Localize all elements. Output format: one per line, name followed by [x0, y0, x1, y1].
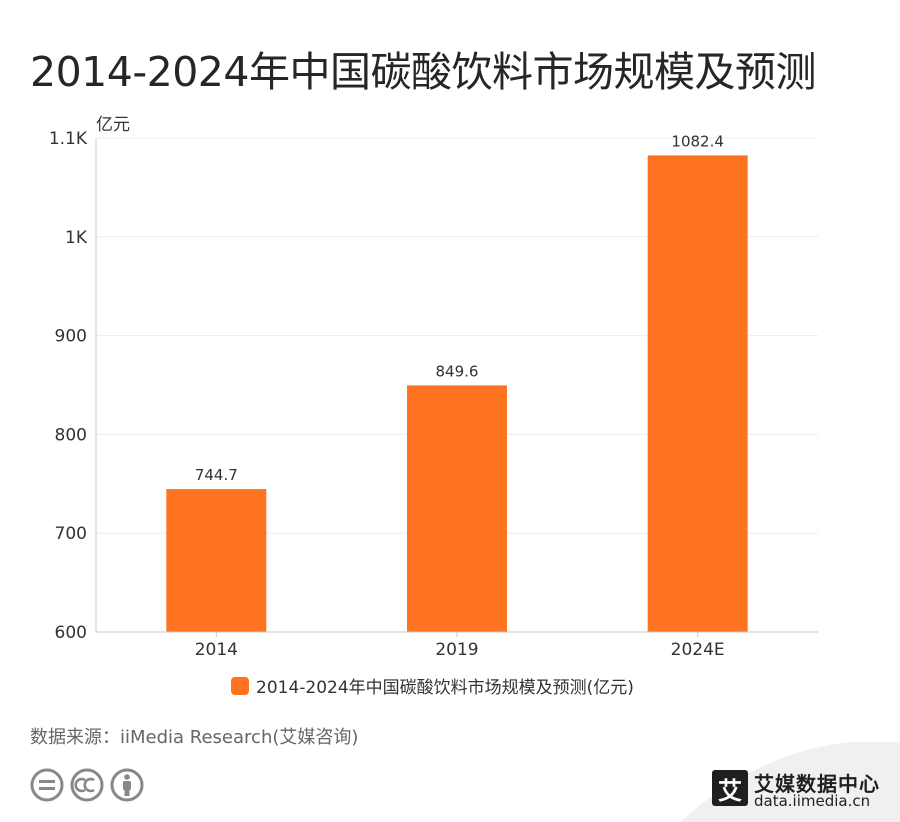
- data-label: 849.6: [436, 362, 479, 380]
- bar[interactable]: [166, 489, 267, 632]
- bar[interactable]: [407, 385, 507, 632]
- chart-title: 2014-2024年中国碳酸饮料市场规模及预测: [30, 48, 816, 96]
- x-tick-label: 2014: [195, 640, 238, 660]
- legend-label: 2014-2024年中国碳酸饮料市场规模及预测(亿元): [256, 678, 634, 698]
- bar-chart: 600 700 800 900 1K 1.1K 亿元 744.7 849.6 1082.4 2…: [49, 115, 818, 698]
- x-tick-label: 2024E: [671, 640, 725, 660]
- brand-badge: 艾 艾媒数据中心 data.iimedia.cn: [712, 768, 892, 812]
- no-derivatives-icon: [30, 768, 64, 802]
- data-source: 数据来源：iiMedia Research(艾媒咨询): [30, 727, 359, 748]
- license-icons: [30, 768, 144, 802]
- y-tick-label: 700: [55, 524, 87, 544]
- legend-swatch: [231, 677, 249, 695]
- attribution-icon: [110, 768, 144, 802]
- y-tick-label: 900: [55, 327, 87, 347]
- x-tick-label: 2019: [435, 640, 478, 660]
- bars: [166, 155, 748, 632]
- y-tick-label: 600: [55, 623, 87, 643]
- data-label: 1082.4: [671, 132, 724, 150]
- data-labels: 744.7 849.6 1082.4: [195, 132, 724, 484]
- legend[interactable]: 2014-2024年中国碳酸饮料市场规模及预测(亿元): [231, 677, 634, 698]
- brand-logo-icon: 艾: [712, 770, 748, 806]
- y-tick-label: 1.1K: [49, 129, 88, 149]
- y-axis-ticks: 600 700 800 900 1K 1.1K: [49, 129, 88, 643]
- bar[interactable]: [647, 155, 748, 632]
- brand-url: data.iimedia.cn: [754, 792, 871, 810]
- brand-name: 艾媒数据中心: [754, 772, 880, 796]
- y-tick-label: 800: [55, 425, 87, 445]
- x-axis-ticks: 2014 2019 2024E: [195, 632, 725, 660]
- y-axis-label: 亿元: [96, 115, 130, 135]
- data-label: 744.7: [195, 466, 238, 484]
- cc-icon: [70, 768, 104, 802]
- y-tick-label: 1K: [65, 228, 88, 248]
